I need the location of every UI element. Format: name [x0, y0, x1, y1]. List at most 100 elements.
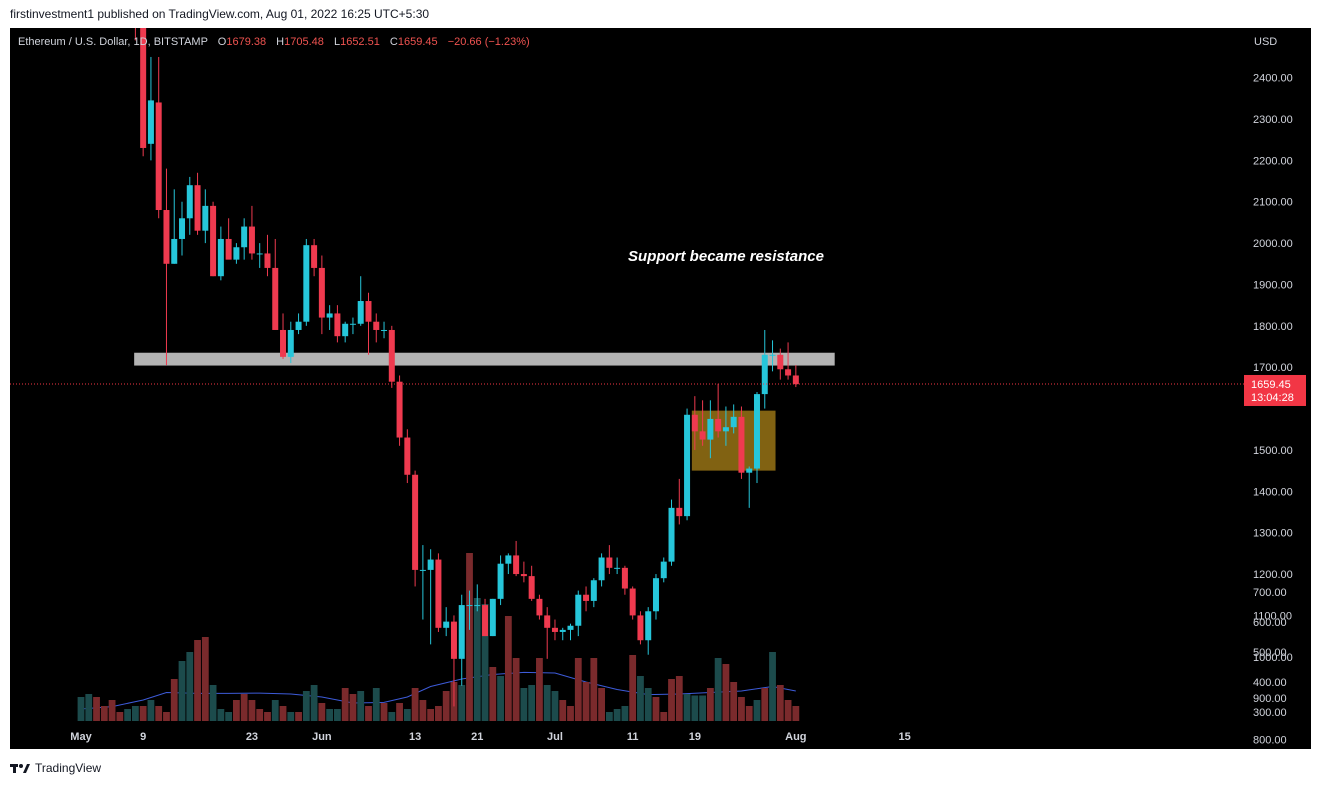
candle[interactable] [652, 574, 659, 620]
candle[interactable] [598, 553, 605, 587]
y-tick-label: 1800.00 [1253, 321, 1293, 333]
candle[interactable] [536, 594, 543, 620]
candle[interactable] [466, 590, 473, 630]
candle[interactable] [614, 557, 621, 575]
volume-bar [784, 700, 792, 721]
candle[interactable] [186, 176, 193, 235]
price-chart[interactable]: 2400.00 2300.00 2200.00 2100.00 2000.00 1900.… [10, 0, 1311, 749]
candle[interactable] [217, 226, 224, 281]
candle[interactable] [225, 218, 232, 260]
candle[interactable] [645, 607, 652, 655]
candle[interactable] [179, 201, 186, 256]
candle[interactable] [381, 321, 388, 339]
volume-bar [100, 706, 108, 721]
volume-bar [372, 688, 380, 721]
candle[interactable] [715, 383, 722, 438]
candle[interactable] [388, 325, 395, 388]
candle[interactable] [450, 615, 457, 707]
candle-body [699, 431, 706, 440]
candle[interactable] [746, 466, 753, 508]
candle[interactable] [210, 201, 217, 277]
candle[interactable] [334, 305, 341, 343]
candle[interactable] [606, 545, 613, 575]
candle[interactable] [295, 313, 302, 335]
candle[interactable] [792, 365, 799, 388]
candle[interactable] [163, 168, 170, 366]
candle[interactable] [583, 586, 590, 612]
candle[interactable] [505, 553, 512, 575]
candle[interactable] [474, 584, 481, 612]
candle[interactable] [684, 408, 691, 521]
tradingview-logo-icon[interactable] [10, 762, 30, 774]
candle[interactable] [256, 243, 263, 268]
candle[interactable] [303, 238, 310, 326]
candle[interactable] [171, 189, 178, 264]
candle[interactable] [482, 598, 489, 637]
candle[interactable] [427, 549, 434, 645]
candle[interactable] [140, 15, 147, 157]
candle[interactable] [513, 540, 520, 577]
candle[interactable] [280, 313, 287, 359]
candle[interactable] [458, 594, 465, 686]
candle[interactable] [753, 392, 760, 484]
candle[interactable] [443, 607, 450, 637]
candle[interactable] [241, 218, 248, 260]
candle[interactable] [404, 429, 411, 484]
candle[interactable] [660, 557, 667, 583]
candle[interactable] [202, 189, 209, 244]
candle[interactable] [311, 238, 318, 277]
chart-frame[interactable]: 2400.00 2300.00 2200.00 2100.00 2000.00 1900.… [10, 0, 1311, 749]
candle[interactable] [272, 238, 279, 330]
annotation-text[interactable]: Support became resistance [628, 248, 824, 265]
candle[interactable] [357, 276, 364, 326]
candle[interactable] [365, 292, 372, 355]
volume-bar [761, 688, 769, 721]
candle[interactable] [147, 56, 154, 161]
candle[interactable] [349, 317, 356, 335]
candle[interactable] [761, 329, 768, 409]
candle[interactable] [264, 234, 271, 277]
volume-bar [178, 661, 186, 721]
candle[interactable] [769, 340, 776, 372]
candle[interactable] [233, 243, 240, 264]
candle[interactable] [637, 611, 644, 645]
candle[interactable] [155, 56, 162, 219]
candle[interactable] [777, 348, 784, 380]
candle[interactable] [412, 470, 419, 587]
candle-body [575, 594, 582, 626]
candle[interactable] [318, 255, 325, 335]
candle[interactable] [373, 313, 380, 343]
candle[interactable] [248, 205, 255, 260]
candle[interactable] [722, 406, 729, 446]
candle[interactable] [676, 478, 683, 525]
candle[interactable] [567, 623, 574, 641]
candle[interactable] [396, 375, 403, 446]
candle[interactable] [528, 565, 535, 601]
candle[interactable] [342, 321, 349, 343]
candle[interactable] [489, 598, 496, 637]
candle[interactable] [699, 400, 706, 446]
candle[interactable] [326, 305, 333, 330]
candle-body [225, 238, 232, 260]
candle[interactable] [629, 586, 636, 620]
candle[interactable] [621, 565, 628, 595]
candle[interactable] [707, 400, 714, 459]
resistance-zone[interactable] [134, 352, 835, 366]
candle[interactable] [520, 561, 527, 583]
candle[interactable] [738, 406, 745, 479]
candle[interactable] [691, 396, 698, 450]
candle[interactable] [668, 499, 675, 566]
candle[interactable] [590, 578, 597, 608]
candle[interactable] [785, 342, 792, 380]
candle[interactable] [559, 627, 566, 641]
candle[interactable] [575, 590, 582, 637]
candle[interactable] [435, 553, 442, 632]
candle[interactable] [419, 545, 426, 620]
candle[interactable] [551, 619, 558, 641]
candle[interactable] [544, 607, 551, 659]
candle[interactable] [730, 404, 737, 434]
candle[interactable] [287, 321, 294, 364]
candle[interactable] [497, 555, 504, 606]
candle[interactable] [194, 172, 201, 235]
